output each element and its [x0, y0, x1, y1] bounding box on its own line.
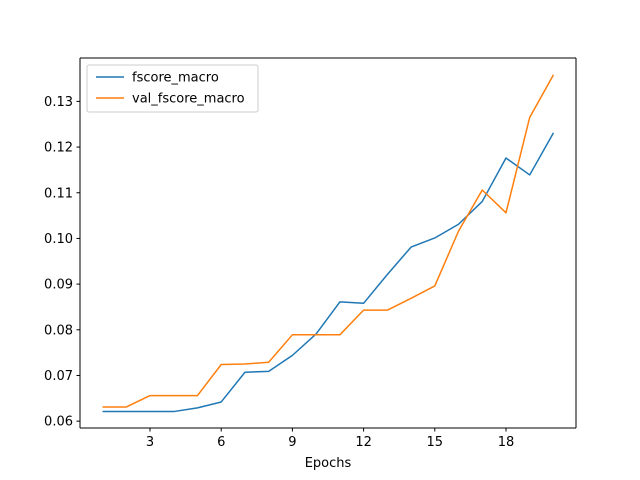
y-tick-label: 0.10: [44, 232, 73, 247]
legend-box: [86, 64, 259, 113]
y-tick-label: 0.13: [44, 95, 73, 110]
x-tick-label: 6: [217, 435, 225, 450]
ticks-layer: 3 6 9 12 15 18 0.06 0.07 0.08 0.09 0.10 0.11 0.12 0.1…: [44, 95, 514, 450]
x-tick-label: 9: [288, 435, 296, 450]
x-tick-label: 3: [146, 435, 154, 450]
y-tick-label: 0.09: [44, 278, 73, 293]
series-line-val-fscore-macro: [102, 74, 555, 408]
y-tick-label: 0.11: [44, 186, 73, 201]
axes-layer: [79, 57, 577, 429]
legend: fscore_macro val_fscore_macro: [86, 64, 259, 113]
series-line-fscore-macro: [102, 132, 555, 413]
plot-area: [80, 58, 576, 428]
series-layer: [102, 74, 555, 413]
x-tick-label: 15: [427, 435, 444, 450]
y-tick-label: 0.06: [44, 415, 73, 430]
x-axis-label: Epochs: [305, 456, 352, 471]
y-tick-label: 0.12: [44, 141, 73, 156]
legend-label-fscore-macro: fscore_macro: [132, 71, 219, 86]
y-tick-label: 0.08: [44, 323, 73, 338]
legend-label-val-fscore-macro: val_fscore_macro: [132, 92, 245, 107]
x-tick-label: 18: [498, 435, 515, 450]
y-tick-label: 0.07: [44, 369, 73, 384]
x-tick-label: 12: [355, 435, 372, 450]
